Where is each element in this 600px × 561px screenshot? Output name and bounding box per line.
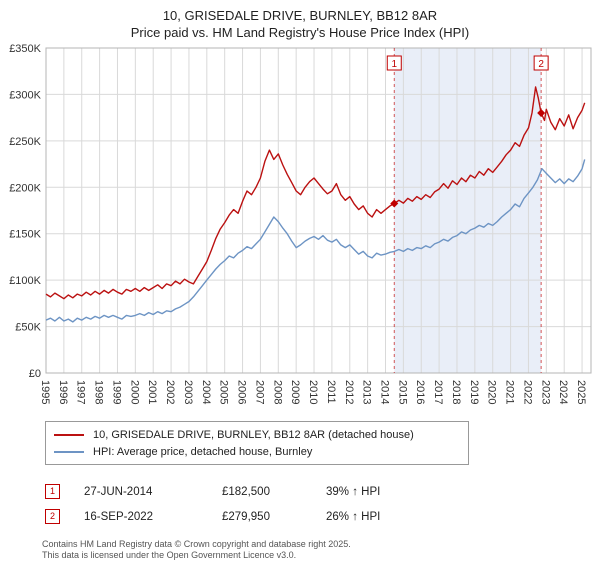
y-axis-tick-label: £50K <box>15 322 41 334</box>
x-axis-tick-label: 2013 <box>361 380 373 404</box>
sale-number-box <box>533 55 549 71</box>
footer-line-1: Contains HM Land Registry data © Crown c… <box>42 539 351 549</box>
property-line-swatch <box>54 433 84 436</box>
y-axis-tick-label: £0 <box>29 368 41 380</box>
x-axis-tick-label: 2009 <box>289 380 301 404</box>
legend-label-property: 10, GRISEDALE DRIVE, BURNLEY, BB12 8AR (… <box>93 428 414 441</box>
x-axis-tick-label: 2023 <box>539 380 551 404</box>
sale-number-label: 2 <box>538 59 544 70</box>
sale-2-marker: 2 <box>45 509 60 524</box>
legend-item-property: 10, GRISEDALE DRIVE, BURNLEY, BB12 8AR (… <box>54 426 460 443</box>
sale-1-price: £182,500 <box>222 485 270 498</box>
y-axis-tick-label: £200K <box>9 182 41 194</box>
chart-legend: 10, GRISEDALE DRIVE, BURNLEY, BB12 8AR (… <box>45 421 469 465</box>
legend-item-hpi: HPI: Average price, detached house, Burn… <box>54 443 460 460</box>
x-axis-tick-label: 2005 <box>218 380 230 404</box>
x-axis-tick-label: 1996 <box>57 380 69 404</box>
x-axis-tick-label: 2020 <box>486 380 498 404</box>
footer-line-2: This data is licensed under the Open Gov… <box>42 550 297 560</box>
page-title: 10, GRISEDALE DRIVE, BURNLEY, BB12 8AR <box>162 8 438 23</box>
sale-point-marker <box>537 109 546 118</box>
x-axis-tick-label: 2018 <box>450 380 462 404</box>
x-axis-tick-label: 2025 <box>575 380 587 404</box>
y-axis-tick-label: £300K <box>9 89 41 101</box>
sale-point-marker <box>390 199 399 208</box>
x-axis-tick-label: 1998 <box>93 380 105 404</box>
hpi-line-swatch <box>54 450 84 453</box>
sale-2-hpi-delta: 26% ↑ HPI <box>326 510 381 523</box>
x-axis-tick-label: 2000 <box>128 380 140 404</box>
plot-border <box>45 47 592 374</box>
x-axis-tick-label: 2014 <box>379 380 391 404</box>
sale-2-price: £279,950 <box>222 510 270 523</box>
license-footer: Contains HM Land Registry data © Crown c… <box>42 539 600 561</box>
sale-1-marker: 1 <box>45 484 60 499</box>
x-axis-tick-label: 2003 <box>182 380 194 404</box>
x-axis-tick-label: 2022 <box>521 380 533 404</box>
x-axis-tick-label: 2010 <box>307 380 319 404</box>
y-axis-tick-label: £150K <box>9 229 41 241</box>
y-axis-tick-label: £250K <box>9 136 41 148</box>
x-axis-tick-label: 2001 <box>146 380 158 404</box>
x-axis-tick-label: 2016 <box>414 380 426 404</box>
legend-label-hpi: HPI: Average price, detached house, Burn… <box>93 445 313 458</box>
x-axis-tick-label: 2019 <box>468 380 480 404</box>
x-axis-tick-label: 1997 <box>75 380 87 404</box>
sale-period-band <box>394 48 542 373</box>
y-axis-tick-label: £350K <box>9 43 41 55</box>
y-axis-tick-label: £100K <box>9 275 41 287</box>
x-axis-tick-label: 2024 <box>557 380 569 404</box>
sale-number-box <box>386 55 402 71</box>
x-axis-tick-label: 2007 <box>253 380 265 404</box>
x-axis-tick-label: 2017 <box>432 380 444 404</box>
x-axis-tick-label: 1999 <box>110 380 122 404</box>
sale-row-1: 1 27-JUN-2014 £182,500 39% ↑ HPI <box>45 479 600 504</box>
x-axis-tick-label: 2004 <box>200 380 212 404</box>
sale-2-date: 16-SEP-2022 <box>84 510 154 523</box>
sale-1-hpi-delta: 39% ↑ HPI <box>326 485 381 498</box>
series-line <box>45 86 586 300</box>
x-axis-tick-label: 2002 <box>164 380 176 404</box>
x-axis-tick-label: 2011 <box>325 380 337 404</box>
x-axis-tick-label: 2008 <box>271 380 283 404</box>
sale-annotations: 1 27-JUN-2014 £182,500 39% ↑ HPI 2 16-SE… <box>45 479 600 529</box>
x-axis-tick-label: 2012 <box>343 380 355 404</box>
chart-header: 10, GRISEDALE DRIVE, BURNLEY, BB12 8AR P… <box>0 0 600 41</box>
price-chart: 1995 1996 1997 1998 1999 2000 2001 2002 2003 2004… <box>9 43 592 404</box>
x-axis-tick-label: 2021 <box>504 380 516 404</box>
x-axis-tick-label: 1995 <box>39 380 51 404</box>
x-axis-tick-label: 2006 <box>236 380 248 404</box>
sale-1-date: 27-JUN-2014 <box>84 485 153 498</box>
series-line <box>45 159 586 323</box>
sale-row-2: 2 16-SEP-2022 £279,950 26% ↑ HPI <box>45 504 600 529</box>
page-subtitle: Price paid vs. HM Land Registry's House … <box>130 25 470 40</box>
x-axis-tick-label: 2015 <box>396 380 408 404</box>
sale-number-label: 1 <box>391 59 397 70</box>
